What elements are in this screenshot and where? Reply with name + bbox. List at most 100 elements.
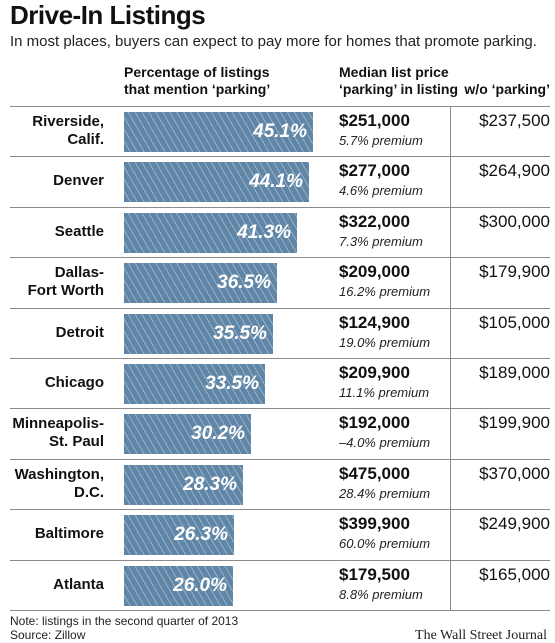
- city-label: Dallas- Fort Worth: [6, 257, 104, 307]
- bar-area: 41.3%: [124, 212, 334, 253]
- row-divider: [10, 358, 550, 359]
- table-row: Minneapolis- St. Paul 30.2% $192,000 –4.0% p…: [0, 408, 555, 458]
- bar: [124, 263, 277, 304]
- row-divider: [10, 560, 550, 561]
- table-row: Riverside, Calif. 45.1% $251,000 5.7% premiu…: [0, 106, 555, 156]
- median-price-with-parking: $192,000: [339, 413, 410, 433]
- median-price-without-parking: $105,000: [479, 312, 550, 332]
- header-median: Median list price ‘parking’ in listing: [339, 64, 479, 98]
- table-row: Seattle 41.3% $322,000 7.3% premium $300,000: [0, 207, 555, 257]
- row-divider: [10, 509, 550, 510]
- premium-label: –4.0% premium: [339, 435, 431, 451]
- bar: [124, 414, 251, 455]
- median-price-without-parking: $199,900: [479, 413, 550, 433]
- median-price-with-parking: $277,000: [339, 161, 410, 181]
- bar-area: 26.0%: [124, 565, 334, 606]
- bar-value-label: 44.1%: [249, 171, 303, 193]
- table-row: Denver 44.1% $277,000 4.6% premium $264,900: [0, 156, 555, 206]
- city-label-line: Minneapolis-: [12, 415, 104, 433]
- city-label-line: D.C.: [74, 483, 104, 501]
- city-label-line: St. Paul: [48, 433, 104, 451]
- bar: [124, 464, 243, 505]
- city-label: Minneapolis- St. Paul: [6, 408, 104, 458]
- row-divider: [10, 257, 550, 258]
- median-price-without-parking: $237,500: [479, 111, 550, 130]
- row-divider: [10, 207, 550, 208]
- city-label-line: Baltimore: [34, 525, 104, 543]
- row-divider: [10, 156, 550, 157]
- bar-value-label: 28.3%: [183, 473, 237, 495]
- city-label-line: Denver: [53, 172, 104, 190]
- premium-label: 4.6% premium: [339, 183, 423, 199]
- premium-label: 60.0% premium: [339, 536, 431, 552]
- header-percentage-line1: Percentage of listings: [124, 64, 270, 80]
- row-divider: [10, 408, 550, 409]
- bar-value-label: 33.5%: [205, 373, 259, 394]
- median-price-with-parking: $124,900: [339, 312, 410, 332]
- chart-subtitle: In most places, buyers can expect to pay…: [10, 33, 537, 50]
- row-divider: [10, 459, 550, 460]
- row-divider: [10, 106, 550, 107]
- table-row: Baltimore 26.3% $399,900 60.0% premium $249,…: [0, 509, 555, 559]
- bar-value-label: 45.1%: [253, 121, 307, 142]
- header-without-parking: w/o ‘parking’: [464, 81, 550, 97]
- bar-value-label: 35.5%: [213, 322, 267, 344]
- bar: [124, 364, 265, 404]
- bar-value-label: 30.2%: [191, 423, 245, 445]
- premium-label: 8.8% premium: [339, 586, 423, 602]
- median-price-with-parking: $209,900: [339, 363, 410, 382]
- bar-area: 45.1%: [124, 112, 334, 152]
- chart-title: Drive-In Listings: [10, 0, 206, 30]
- header-percentage: Percentage of listings that mention ‘par…: [124, 64, 334, 98]
- premium-label: 5.7% premium: [339, 133, 423, 148]
- row-divider: [10, 308, 550, 309]
- bar-value-label: 26.0%: [173, 574, 227, 596]
- premium-label: 7.3% premium: [339, 233, 423, 249]
- source-credit: Source: Zillow: [10, 628, 86, 642]
- city-label-line: Fort Worth: [27, 282, 104, 300]
- bar-area: 36.5%: [124, 263, 334, 304]
- city-label-line: Dallas-: [54, 264, 104, 282]
- premium-label: 16.2% premium: [339, 284, 431, 300]
- footnote: Note: listings in the second quarter of …: [10, 614, 239, 628]
- publisher-credit: The Wall Street Journal: [415, 628, 547, 643]
- table-row: Washington, D.C. 28.3% $475,000 28.4% premiu…: [0, 459, 555, 509]
- premium-label: 28.4% premium: [339, 485, 431, 501]
- bar: [124, 212, 297, 253]
- city-label-line: Chicago: [44, 374, 104, 391]
- city-label: Denver: [6, 156, 104, 206]
- header-percentage-line2: that mention ‘parking’: [124, 81, 271, 97]
- bar: [124, 313, 273, 354]
- header-median-line1: Median list price: [339, 64, 449, 80]
- bar-value-label: 26.3%: [174, 524, 228, 546]
- city-label: Chicago: [6, 358, 104, 408]
- bar: [124, 112, 313, 152]
- bar-value-label: 36.5%: [217, 272, 271, 294]
- city-label-line: Detroit: [55, 323, 104, 341]
- city-label-line: Seattle: [54, 222, 104, 240]
- premium-label: 19.0% premium: [339, 334, 431, 350]
- median-price-with-parking: $475,000: [339, 463, 410, 483]
- bar: [124, 565, 233, 606]
- median-price-without-parking: $179,900: [479, 262, 550, 282]
- table-row: Atlanta 26.0% $179,500 8.8% premium $165,000: [0, 560, 555, 610]
- header-median-line2: ‘parking’ in listing: [339, 81, 459, 97]
- bar-area: 33.5%: [124, 364, 334, 404]
- city-label: Detroit: [6, 308, 104, 358]
- row-divider: [10, 610, 550, 611]
- median-price-without-parking: $264,900: [479, 161, 550, 181]
- premium-label: 11.1% premium: [339, 385, 430, 400]
- bar-area: 35.5%: [124, 313, 334, 354]
- bar-area: 30.2%: [124, 414, 334, 455]
- city-label: Atlanta: [6, 560, 104, 610]
- bar-value-label: 41.3%: [237, 221, 291, 243]
- median-price-with-parking: $251,000: [339, 111, 410, 130]
- city-label-line: Calif.: [67, 131, 104, 148]
- bar: [124, 515, 234, 556]
- bar-area: 44.1%: [124, 162, 334, 203]
- city-label: Riverside, Calif.: [6, 106, 104, 156]
- table-row: Detroit 35.5% $124,900 19.0% premium $105,00…: [0, 308, 555, 358]
- table-row: Chicago 33.5% $209,900 11.1% premium $189,00…: [0, 358, 555, 408]
- median-price-with-parking: $322,000: [339, 211, 410, 231]
- median-price-without-parking: $249,900: [479, 514, 550, 534]
